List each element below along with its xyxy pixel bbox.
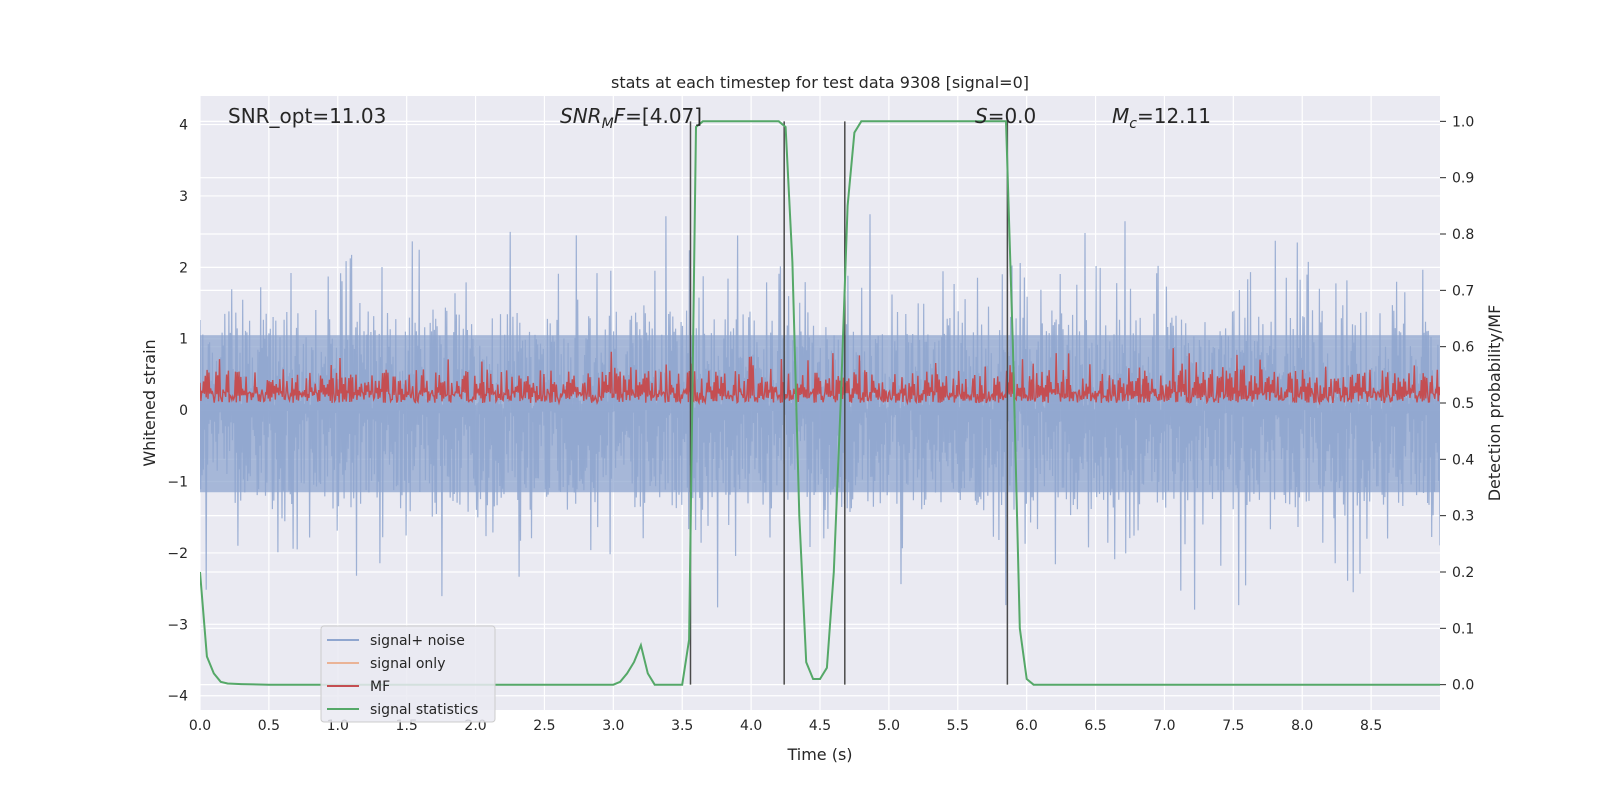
chart-title: stats at each timestep for test data 930… (611, 73, 1029, 92)
snr-mf-sub: M (602, 116, 614, 132)
y-axis-right-label: Detection probability/MF (1485, 305, 1504, 502)
y-left-tick-label: 1 (179, 332, 188, 348)
series-signal-noise (200, 214, 1440, 610)
snr-mf-name: SNR (560, 104, 602, 128)
annotation-snr-opt: SNR_opt=11.03 (228, 104, 386, 128)
x-tick-label: 7.0 (1153, 718, 1175, 734)
y-left-tick-label: −1 (167, 475, 188, 491)
legend-box (320, 625, 496, 723)
mc-name: M (1112, 104, 1129, 128)
y-right-tick-label: 1.0 (1452, 114, 1474, 130)
y-right-tick-label: 0.4 (1452, 452, 1474, 468)
snr-mf-tail: F (614, 104, 626, 128)
annotation-snr-mf: SNRMF=[4.07] (560, 104, 702, 132)
data-layer (200, 120, 1440, 686)
mf-line (200, 348, 1440, 406)
annotation-mc: Mc=12.11 (1112, 104, 1211, 132)
x-tick-label: 0.0 (189, 718, 211, 734)
y-left-tick-label: 4 (179, 118, 188, 134)
mc-value: =12.11 (1137, 104, 1211, 128)
y-left-tick-label: 0 (179, 403, 188, 419)
annotation-s: S=0.0 (975, 104, 1036, 128)
vertical-lines (689, 121, 1009, 685)
y-left-tick-label: −4 (167, 689, 188, 705)
x-tick-label: 3.0 (602, 718, 624, 734)
y-axis-left-label: Whitened strain (140, 339, 159, 466)
x-tick-label: 5.5 (947, 718, 969, 734)
y-right-tick-label: 0.7 (1452, 283, 1474, 299)
y-left-tick-label: 2 (179, 260, 188, 276)
axis-ticks: 0.0 0.5 1.0 1.5 2.0 2.5 3.0 3.5 4.0 4.5 5.0 5.5 6.0 6… (167, 114, 1474, 734)
x-tick-label: 7.5 (1222, 718, 1244, 734)
y-left-tick-label: 3 (179, 189, 188, 205)
legend-label-signal-statistics: signal statistics (370, 702, 478, 718)
x-tick-label: 5.0 (878, 718, 900, 734)
x-tick-label: 3.5 (671, 718, 693, 734)
series-mf (200, 348, 1440, 406)
s-name: S (975, 104, 988, 128)
x-axis-label: Time (s) (786, 745, 852, 764)
y-right-tick-label: 0.8 (1452, 227, 1474, 243)
legend-label-signal-only: signal only (370, 656, 445, 672)
x-tick-label: 0.5 (258, 718, 280, 734)
mc-sub: c (1129, 116, 1137, 132)
y-right-tick-label: 0.9 (1452, 171, 1474, 187)
x-tick-label: 6.0 (1016, 718, 1038, 734)
y-right-tick-label: 0.1 (1452, 621, 1474, 637)
x-tick-label: 4.0 (740, 718, 762, 734)
x-tick-label: 2.5 (533, 718, 555, 734)
y-right-tick-label: 0.0 (1452, 678, 1474, 694)
y-right-tick-label: 0.5 (1452, 396, 1474, 412)
y-left-tick-label: −3 (167, 617, 188, 633)
x-tick-label: 6.5 (1084, 718, 1106, 734)
snr-mf-value: =[4.07] (625, 104, 702, 128)
x-tick-label: 8.5 (1360, 718, 1382, 734)
legend-label-signal-noise: signal+ noise (370, 633, 465, 649)
legend-label-mf: MF (370, 679, 390, 695)
signal-noise-band (200, 335, 1440, 493)
s-value: =0.0 (988, 104, 1037, 128)
y-right-tick-label: 0.2 (1452, 565, 1474, 581)
y-left-tick-label: −2 (167, 546, 188, 562)
x-tick-label: 8.0 (1291, 718, 1313, 734)
x-tick-label: 4.5 (809, 718, 831, 734)
y-right-tick-label: 0.6 (1452, 340, 1474, 356)
legend: signal+ noise signal only MF signal stat… (320, 625, 496, 723)
y-right-tick-label: 0.3 (1452, 509, 1474, 525)
